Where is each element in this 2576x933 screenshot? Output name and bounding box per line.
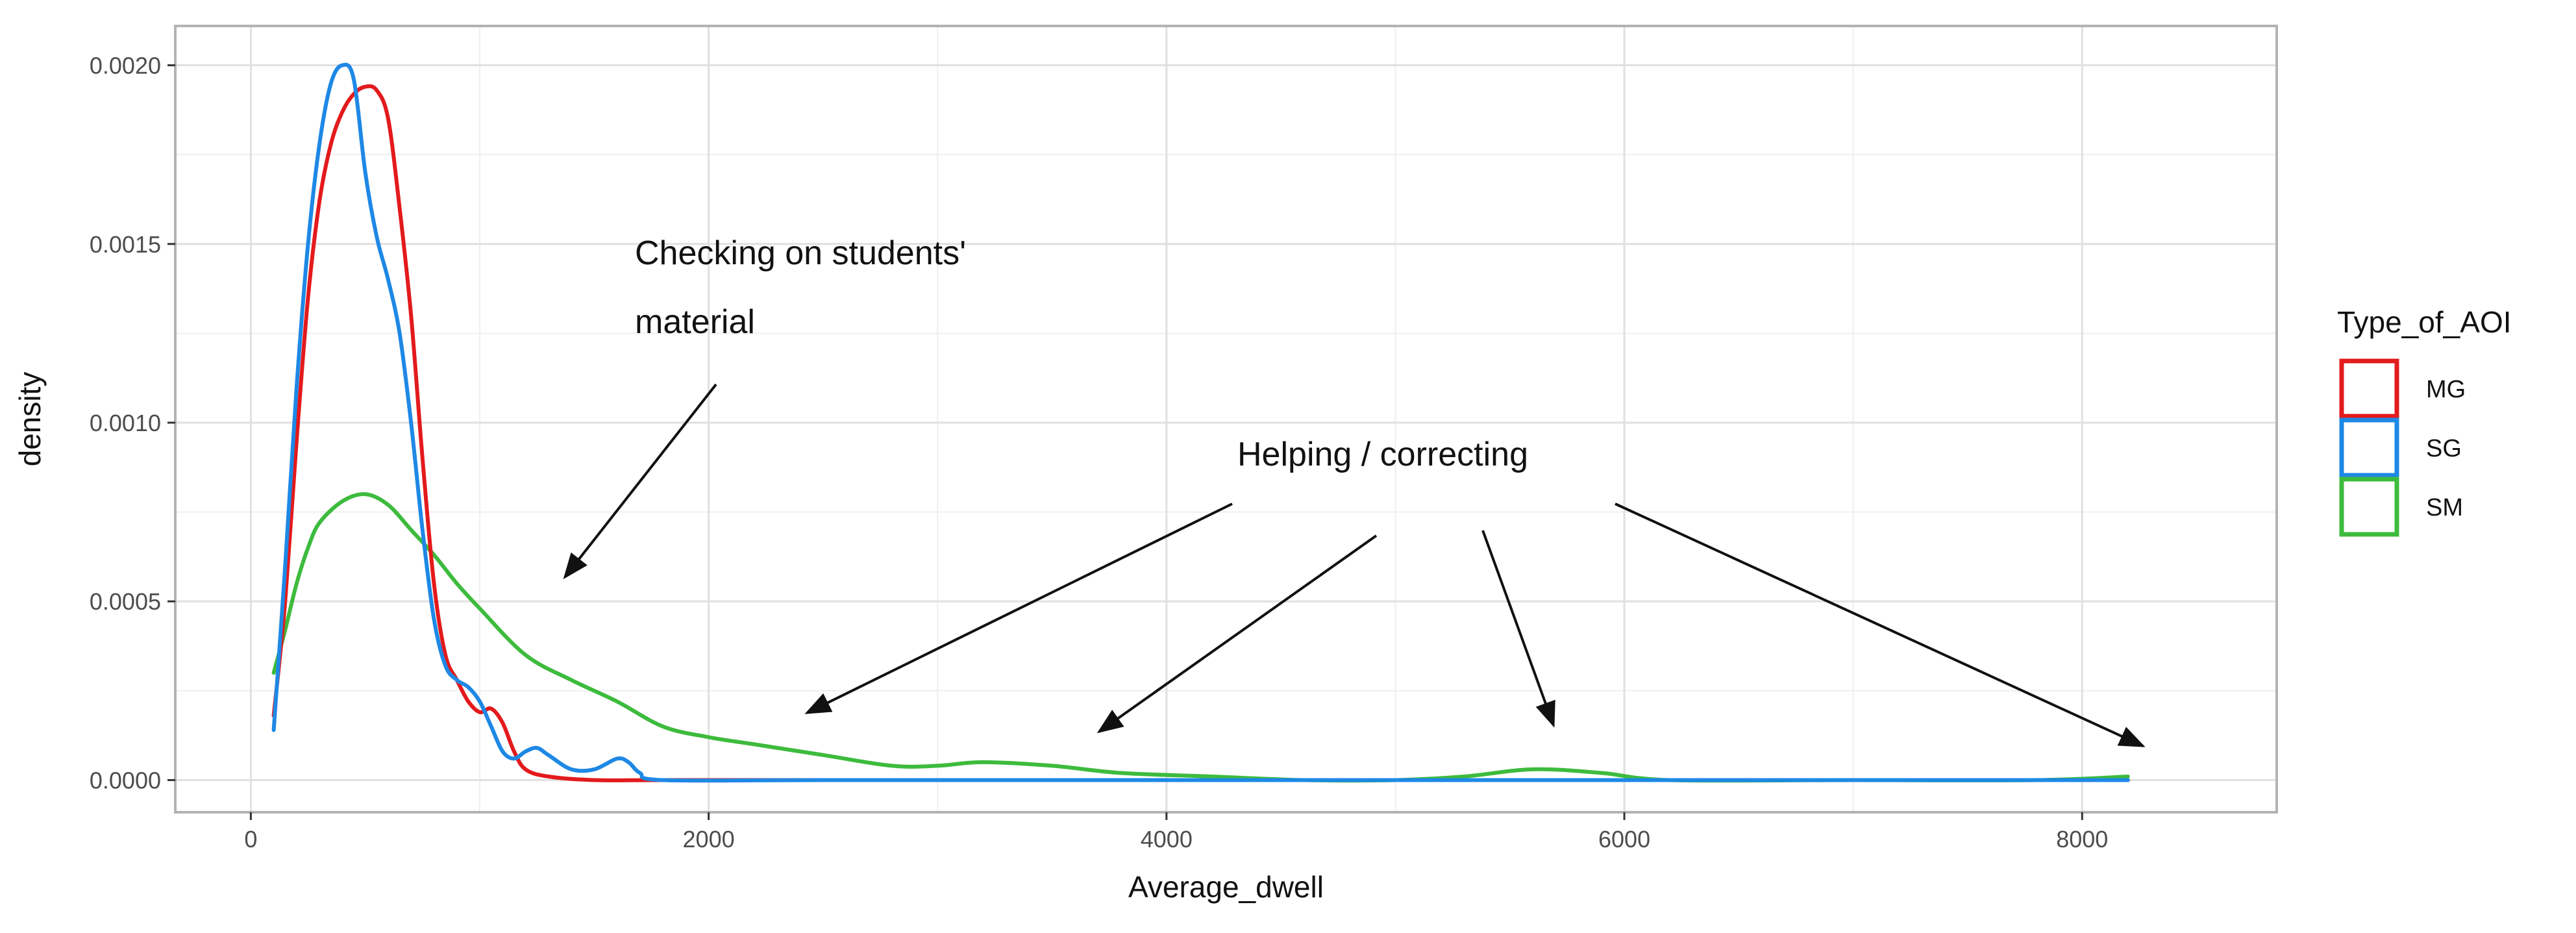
legend: Type_of_AOI MG SG SM — [2337, 305, 2512, 537]
legend-label-sm: SM — [2426, 494, 2463, 521]
y-tick-label-1: 0.0005 — [90, 588, 161, 615]
y-tick-label-0: 0.0000 — [90, 767, 161, 793]
y-tick-label-4: 0.0020 — [90, 53, 161, 79]
x-tick-label-4: 8000 — [2056, 826, 2108, 852]
y-tick-label-2: 0.0010 — [90, 410, 161, 436]
x-tick-label-0: 0 — [244, 826, 257, 852]
legend-label-mg: MG — [2426, 376, 2466, 403]
x-tick-label-2: 4000 — [1141, 826, 1193, 852]
y-axis-title: density — [13, 372, 47, 467]
legend-items: MG SG SM — [2339, 358, 2466, 537]
x-axis-ticks: 0 2000 4000 6000 8000 — [244, 812, 2108, 852]
arrow-helping-1 — [804, 503, 1233, 714]
series-line-mg — [271, 84, 2130, 782]
legend-key-sg — [2339, 417, 2399, 478]
series-line-sm — [271, 492, 2130, 783]
x-axis-title: Average_dwell — [1128, 870, 1324, 904]
legend-label-sg: SG — [2426, 435, 2462, 462]
series-line-sg — [271, 62, 2130, 783]
plot-panel-border — [174, 25, 2278, 814]
grid-lines — [175, 26, 2277, 812]
y-tick-label-3: 0.0015 — [90, 231, 161, 258]
annotations: Checking on students' material Helping /… — [563, 234, 2146, 747]
y-axis-ticks: 0.0000 0.0005 0.0010 0.0015 0.0020 — [90, 53, 175, 793]
annotation-checking-line2: material — [635, 303, 755, 341]
arrow-helping-4 — [1615, 503, 2146, 747]
arrow-helping-2 — [1096, 534, 1378, 734]
arrow-helping-3 — [1481, 530, 1555, 728]
legend-key-sm — [2339, 477, 2399, 537]
x-tick-label-1: 2000 — [683, 826, 735, 852]
series-lines — [271, 62, 2130, 783]
legend-key-mg — [2339, 358, 2399, 419]
arrow-checking — [563, 383, 717, 580]
legend-title: Type_of_AOI — [2337, 305, 2512, 339]
annotation-checking-line1: Checking on students' — [635, 234, 966, 272]
annotation-helping: Helping / correcting — [1237, 436, 1528, 473]
x-tick-label-3: 6000 — [1598, 826, 1650, 852]
